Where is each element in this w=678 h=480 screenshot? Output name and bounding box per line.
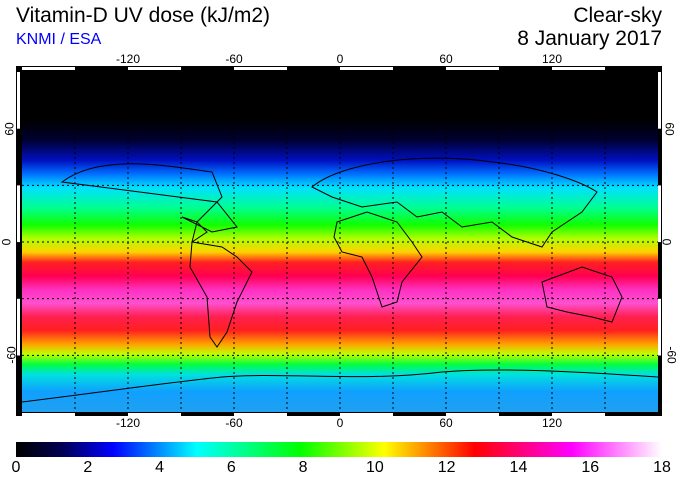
- colorbar: [16, 442, 662, 457]
- lon-label: -120: [115, 52, 141, 66]
- lon-label: 0: [336, 416, 344, 430]
- colorbar-tick: 14: [509, 459, 528, 476]
- lon-label: -60: [225, 416, 243, 430]
- colorbar-tick: 18: [653, 459, 671, 476]
- frame-tick: [17, 72, 20, 129]
- frame-tick: [658, 185, 661, 243]
- frame-tick: [128, 67, 181, 70]
- colorbar-tick: 2: [83, 459, 93, 476]
- uv-dose-map: [22, 72, 658, 412]
- colorbar-tick: 12: [437, 459, 456, 476]
- lon-label: -60: [225, 52, 243, 66]
- frame-tick: [340, 67, 393, 70]
- frame-tick: [446, 413, 499, 416]
- frame-tick: [22, 413, 75, 416]
- frame-tick: [22, 67, 75, 70]
- frame-tick: [234, 413, 287, 416]
- lon-label: 120: [541, 52, 563, 66]
- frame-tick: [340, 413, 393, 416]
- map-date: 8 January 2017: [517, 27, 662, 50]
- frame-tick: [658, 298, 661, 356]
- lat-label: 0: [0, 238, 14, 246]
- frame-tick: [446, 67, 499, 70]
- lon-label: -120: [115, 416, 141, 430]
- colorbar-tick: 6: [226, 459, 236, 476]
- coastlines: [22, 157, 658, 403]
- sky-condition: Clear-sky: [573, 4, 662, 27]
- frame-tick: [128, 413, 181, 416]
- lon-label: 120: [541, 416, 563, 430]
- lat-label: 60: [2, 121, 17, 136]
- frame-tick: [17, 298, 20, 356]
- frame-tick: [234, 67, 287, 70]
- colorbar-tick: 0: [11, 459, 21, 476]
- lat-label: 60: [662, 121, 677, 136]
- colorbar-tick: 8: [298, 459, 308, 476]
- frame-tick: [17, 185, 20, 243]
- lon-label: 0: [336, 52, 344, 66]
- frame-tick: [552, 413, 605, 416]
- lon-label: 60: [439, 416, 453, 430]
- colorbar-tick: 16: [581, 459, 600, 476]
- lat-label: -60: [664, 346, 678, 364]
- graticule: [22, 72, 658, 412]
- colorbar-tick: 10: [365, 459, 384, 476]
- colorbar-tick: 4: [155, 459, 164, 476]
- source-label: KNMI / ESA: [16, 31, 102, 48]
- frame-tick: [552, 67, 605, 70]
- map-title: Vitamin-D UV dose (kJ/m2): [16, 4, 271, 27]
- lon-label: 60: [439, 52, 453, 66]
- frame-tick: [658, 72, 661, 129]
